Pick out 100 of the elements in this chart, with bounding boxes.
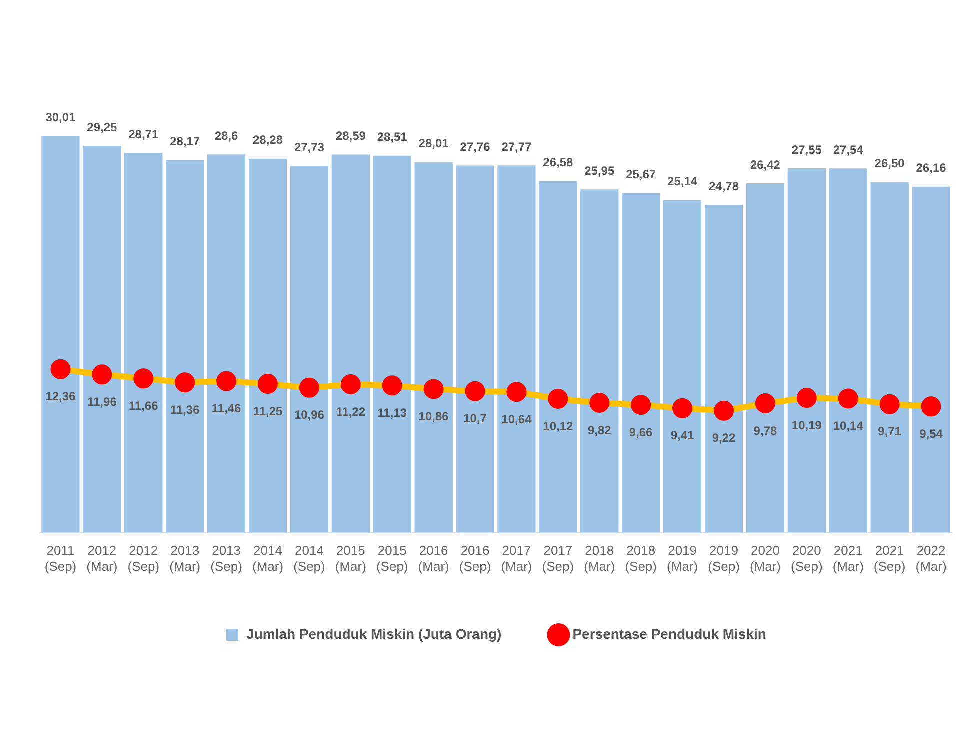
point	[796, 388, 817, 408]
data-label: 28,6	[214, 128, 239, 143]
bar	[42, 136, 80, 533]
point	[340, 374, 361, 394]
data-label: 9,78	[754, 424, 778, 438]
data-label: 11,66	[128, 398, 159, 413]
data-label: 9,71	[878, 424, 902, 439]
x-tick-label: 2019 (Sep)	[708, 543, 740, 574]
bar	[580, 190, 619, 533]
bar	[622, 193, 660, 533]
x-tick-label: 2021 (Mar)	[832, 543, 864, 574]
point	[755, 393, 776, 414]
point	[714, 400, 734, 421]
bar	[788, 168, 826, 533]
data-label: 10,14	[833, 419, 864, 434]
data-label: 28,59	[336, 129, 366, 144]
bar	[498, 166, 536, 533]
point	[216, 371, 237, 392]
data-label: 10,7	[464, 412, 488, 426]
data-label: 9,41	[670, 428, 695, 443]
data-label: 10,64	[502, 412, 532, 426]
x-tick-label: 2020 (Sep)	[791, 543, 823, 574]
point	[258, 374, 278, 394]
data-label: 30,01	[46, 110, 76, 124]
x-tick-label: 2015 (Sep)	[376, 543, 408, 574]
data-label: 27,77	[502, 140, 532, 154]
legend-label: Jumlah Penduduk Miskin (Juta Orang)	[246, 626, 502, 642]
legend-label: Persentase Penduduk Miskin	[572, 626, 766, 642]
x-tick-label: 2016 (Sep)	[459, 543, 492, 574]
data-label: 26,42	[750, 158, 781, 172]
x-tick-label: 2016 (Mar)	[418, 543, 450, 574]
bar	[456, 166, 494, 533]
data-label: 28,01	[418, 136, 450, 151]
point	[631, 395, 652, 416]
bar	[870, 182, 909, 533]
x-tick-label: 2022 (Mar)	[916, 543, 947, 574]
bar	[663, 200, 702, 533]
point	[92, 364, 112, 385]
x-tick-label: 2012 (Mar)	[86, 543, 118, 574]
bar	[414, 162, 453, 533]
bar	[83, 146, 122, 533]
point	[50, 359, 71, 380]
point	[465, 381, 486, 402]
data-label: 11,36	[170, 402, 200, 417]
x-tick-label: 2018 (Mar)	[584, 543, 616, 574]
bar	[829, 168, 868, 533]
data-label: 28,28	[252, 133, 284, 148]
data-label: 25,14	[668, 174, 698, 189]
data-label: 9,66	[629, 425, 654, 440]
x-tick-label: 2014 (Mar)	[252, 543, 284, 574]
bar	[704, 205, 744, 533]
data-label: 29,25	[87, 120, 118, 134]
point	[134, 368, 154, 389]
x-tick-label: 2011 (Sep)	[44, 543, 77, 574]
bar	[539, 181, 578, 533]
bar	[746, 183, 785, 533]
data-label: 10,12	[543, 419, 574, 434]
x-tick-label: 2014 (Sep)	[294, 543, 326, 574]
data-label: 24,78	[708, 179, 740, 194]
data-label: 28,17	[170, 134, 200, 149]
data-label: 28,51	[377, 130, 408, 144]
data-label: 11,22	[336, 404, 366, 419]
point	[548, 388, 568, 409]
x-tick-label: 2020 (Mar)	[750, 543, 781, 574]
x-tick-label: 2017 (Sep)	[542, 543, 574, 574]
data-label: 9,22	[712, 431, 736, 446]
bar	[166, 160, 204, 533]
data-label: 27,54	[833, 142, 864, 157]
x-tick-label: 2012 (Sep)	[128, 543, 160, 574]
x-tick-label: 2019 (Mar)	[667, 543, 698, 574]
data-label: 28,71	[128, 127, 159, 142]
bar	[290, 166, 329, 533]
point	[880, 394, 900, 414]
data-label: 11,96	[87, 394, 118, 409]
point	[921, 396, 942, 417]
data-label: 11,13	[378, 406, 408, 420]
bar	[332, 154, 370, 533]
data-label: 12,36	[46, 390, 76, 404]
data-label: 11,46	[212, 402, 242, 416]
data-label: 26,16	[916, 161, 947, 176]
point	[424, 379, 444, 400]
data-label: 27,55	[792, 142, 822, 157]
data-label: 9,82	[588, 423, 612, 438]
x-tick-label: 2013 (Sep)	[210, 543, 242, 574]
x-tick-label: 2021 (Sep)	[874, 543, 906, 574]
point	[672, 398, 693, 418]
bar	[248, 158, 288, 533]
point	[838, 388, 858, 409]
point	[506, 382, 527, 402]
point	[382, 376, 402, 396]
x-tick-label: 2013 (Mar)	[170, 543, 201, 574]
x-tick-label: 2015 (Mar)	[335, 543, 366, 574]
point	[590, 392, 610, 413]
data-label: 26,50	[874, 156, 906, 171]
data-label: 10,86	[418, 410, 450, 424]
data-label: 27,73	[294, 140, 325, 154]
data-label: 25,67	[626, 168, 656, 182]
data-label: 25,95	[584, 164, 615, 178]
bar	[124, 153, 163, 533]
data-label: 27,76	[460, 140, 491, 154]
